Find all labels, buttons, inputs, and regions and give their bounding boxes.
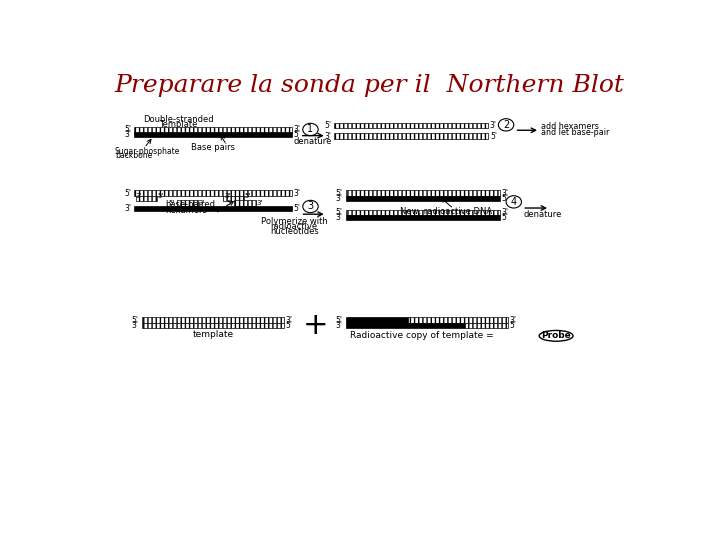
- Text: backbone: backbone: [115, 151, 152, 160]
- Text: 3': 3': [132, 321, 139, 330]
- Text: 5': 5': [509, 321, 516, 330]
- Text: denature: denature: [523, 211, 562, 219]
- Bar: [465, 323, 508, 328]
- Text: base-paired: base-paired: [165, 200, 215, 210]
- Text: nucleotides: nucleotides: [270, 227, 319, 237]
- Text: 5': 5': [227, 200, 233, 206]
- Text: 5': 5': [124, 125, 131, 134]
- Text: 3': 3': [224, 193, 230, 199]
- Text: 5': 5': [286, 321, 293, 330]
- Text: 4: 4: [510, 197, 517, 207]
- Text: 3': 3': [294, 125, 300, 134]
- Text: 5': 5': [336, 315, 343, 325]
- Text: 1: 1: [307, 125, 313, 134]
- Text: 5': 5': [501, 213, 508, 222]
- Bar: [142, 318, 284, 323]
- Bar: [134, 127, 292, 132]
- Text: 3': 3': [135, 193, 142, 199]
- Text: 5': 5': [324, 121, 331, 130]
- Text: 3': 3': [501, 188, 508, 198]
- Text: 5': 5': [490, 132, 497, 140]
- Bar: [134, 206, 292, 211]
- Text: denature: denature: [294, 137, 332, 146]
- Text: Probe: Probe: [541, 332, 571, 340]
- Text: Double-stranded: Double-stranded: [143, 115, 213, 124]
- Text: 3: 3: [307, 201, 313, 212]
- Bar: [334, 133, 488, 139]
- Text: 5': 5': [132, 315, 139, 325]
- Text: 3': 3': [286, 315, 293, 325]
- Text: 3': 3': [294, 188, 300, 198]
- Text: Polymerize with: Polymerize with: [261, 217, 328, 226]
- Bar: [346, 210, 500, 215]
- Text: 3': 3': [490, 121, 497, 130]
- Text: New, radioactive DNA: New, radioactive DNA: [400, 207, 492, 215]
- Text: 5': 5': [336, 208, 343, 217]
- Text: Preparare la sonda per il  Northern Blot: Preparare la sonda per il Northern Blot: [114, 74, 624, 97]
- Text: 3': 3': [336, 194, 343, 203]
- Text: 3': 3': [336, 213, 343, 222]
- Text: 5': 5': [294, 130, 300, 139]
- Text: 5': 5': [168, 200, 175, 206]
- Text: 5': 5': [501, 194, 508, 203]
- Text: 3': 3': [501, 208, 508, 217]
- Bar: [134, 190, 292, 195]
- Text: add hexamers: add hexamers: [541, 122, 599, 131]
- Text: 3': 3': [124, 130, 131, 139]
- Bar: [346, 190, 500, 195]
- Bar: [334, 123, 488, 128]
- Text: hexamers: hexamers: [165, 206, 207, 215]
- Text: 5': 5': [336, 188, 343, 198]
- Text: 5': 5': [294, 204, 300, 213]
- Bar: [346, 318, 408, 323]
- Bar: [346, 215, 500, 220]
- Text: 5': 5': [124, 188, 131, 198]
- Text: 3': 3': [124, 204, 131, 213]
- Bar: [176, 200, 198, 206]
- Text: 3': 3': [199, 200, 205, 206]
- Text: 3': 3': [324, 132, 331, 140]
- Text: 3': 3': [509, 315, 516, 325]
- Text: Radioactive copy of template =: Radioactive copy of template =: [350, 332, 496, 340]
- Text: Template: Template: [159, 120, 197, 130]
- Bar: [408, 318, 508, 323]
- Text: +: +: [302, 310, 328, 340]
- Text: 2: 2: [503, 120, 509, 130]
- Text: and let base-pair: and let base-pair: [541, 128, 610, 137]
- Bar: [222, 195, 244, 201]
- Text: radioactive: radioactive: [271, 222, 318, 231]
- Text: Base pairs: Base pairs: [192, 144, 235, 152]
- Bar: [234, 200, 256, 206]
- Bar: [135, 195, 157, 201]
- Text: template: template: [192, 330, 233, 339]
- Text: 3': 3': [256, 200, 263, 206]
- Bar: [346, 195, 500, 201]
- Bar: [142, 323, 284, 328]
- Bar: [134, 132, 292, 137]
- Text: 5': 5': [244, 193, 251, 199]
- Text: Sugar-phosphate: Sugar-phosphate: [115, 146, 180, 156]
- Text: 5': 5': [157, 193, 163, 199]
- Text: 3': 3': [336, 321, 343, 330]
- Bar: [346, 323, 465, 328]
